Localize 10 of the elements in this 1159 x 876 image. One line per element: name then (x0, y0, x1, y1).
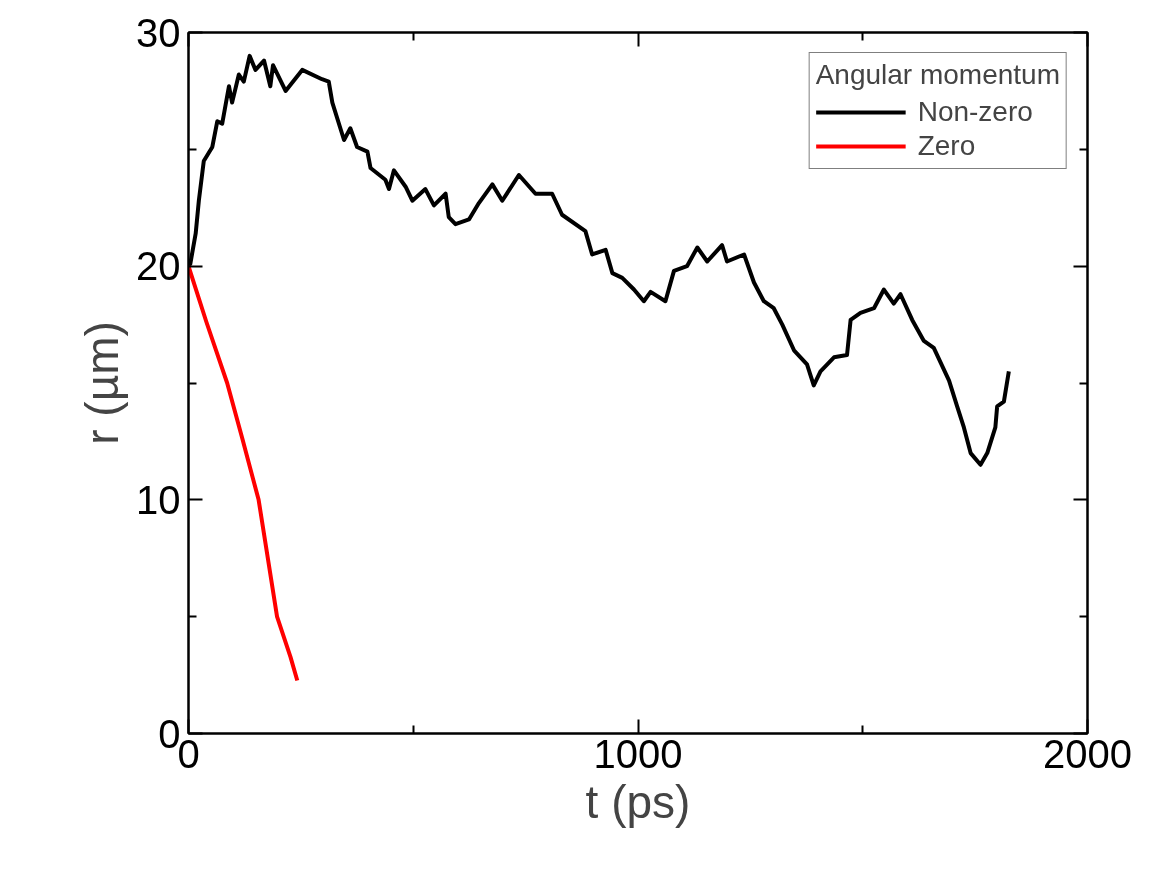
legend-title: Angular momentum (815, 59, 1060, 91)
y-tick-label: 20 (136, 244, 181, 289)
x-tick-label: 1000 (593, 731, 683, 776)
y-tick-label: 10 (136, 477, 181, 522)
x-tick-label: 2000 (1043, 731, 1132, 776)
y-tick-label: 30 (136, 10, 181, 55)
y-axis-title: r (µm) (76, 321, 129, 445)
x-axis-title: t (ps) (585, 775, 691, 828)
legend-label: Non-zero (917, 96, 1033, 128)
legend-label: Zero (917, 130, 976, 162)
